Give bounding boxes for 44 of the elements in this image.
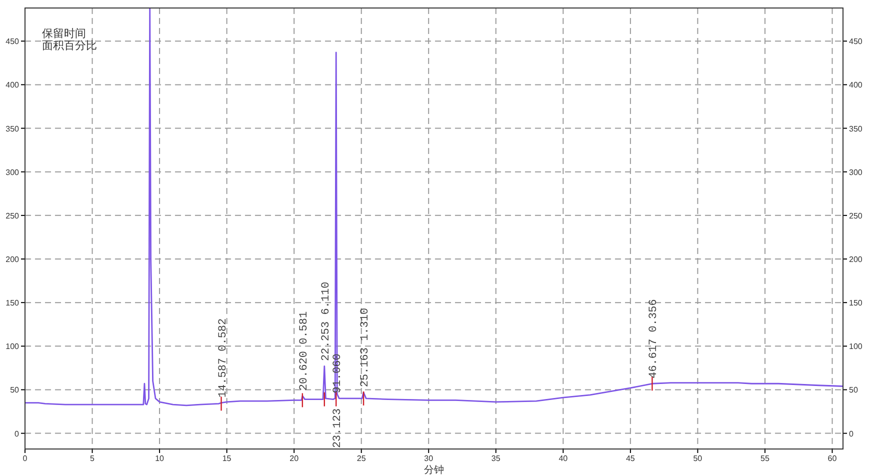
annotation: 25.163 1.310 <box>360 308 372 388</box>
y-tick-label: 350 <box>6 124 20 134</box>
y2-tick-label: 300 <box>849 168 863 177</box>
x-tick-label: 45 <box>626 454 636 463</box>
y-tick-label: 0 <box>14 429 20 438</box>
y2-tick-label: 250 <box>849 211 863 220</box>
y2-tick-label: 100 <box>849 342 863 352</box>
y2-tick-label: 400 <box>849 80 863 90</box>
y-tick-label: 300 <box>6 168 20 177</box>
x-tick-label: 30 <box>424 454 434 463</box>
x-axis-title: 分钟 <box>424 464 444 476</box>
x-tick-label: 55 <box>760 454 770 463</box>
x-tick-label: 60 <box>828 454 838 463</box>
x-tick-label: 50 <box>693 454 703 463</box>
annotation: 保留时间 <box>42 27 86 40</box>
y2-tick-label: 0 <box>849 429 854 438</box>
x-tick-label: 10 <box>155 454 165 463</box>
y-tick-label: 400 <box>6 80 20 90</box>
annotation: 14.587 0.582 <box>217 318 230 398</box>
y-tick-label: 150 <box>6 298 20 308</box>
y2-tick-label: 450 <box>849 37 863 46</box>
annotation: 22.253 6.110 <box>320 282 332 361</box>
x-tick-label: 40 <box>558 454 568 463</box>
annotation: 20.620 0.581 <box>298 310 310 391</box>
x-tick-label: 5 <box>90 454 96 463</box>
x-tick-label: 25 <box>356 454 366 463</box>
y2-tick-label: 50 <box>849 386 858 395</box>
x-tick-label: 15 <box>222 454 232 463</box>
y-tick-label: 250 <box>6 211 20 220</box>
x-tick-label: 35 <box>491 454 501 463</box>
y2-tick-label: 350 <box>849 124 863 134</box>
y-tick-label: 200 <box>6 255 20 264</box>
y-tick-label: 100 <box>6 342 20 352</box>
annotation: 91.060 <box>332 354 344 394</box>
annotation: 23.123 <box>332 408 344 448</box>
y2-tick-label: 200 <box>849 255 863 264</box>
y-tick-label: 450 <box>6 37 20 46</box>
y2-tick-label: 150 <box>849 298 863 308</box>
annotation: 面积百分比 <box>42 39 97 52</box>
x-tick-label: 20 <box>290 454 300 463</box>
annotation: 46.617 0.356 <box>648 299 660 378</box>
x-tick-label: 0 <box>22 454 28 463</box>
y-tick-label: 50 <box>10 386 20 395</box>
line-series <box>25 8 843 406</box>
